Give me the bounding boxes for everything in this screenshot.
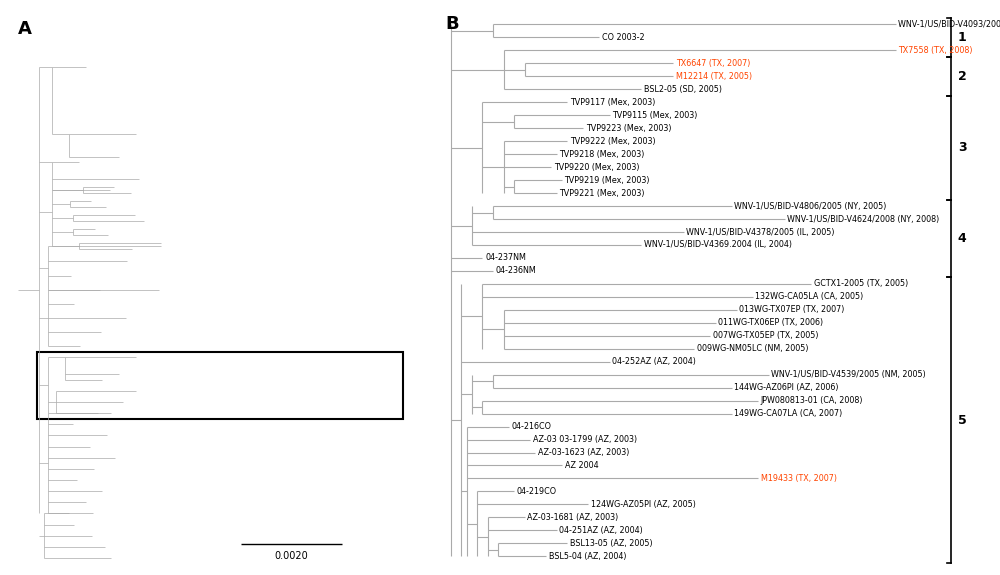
Text: M19433 (TX, 2007): M19433 (TX, 2007): [761, 474, 837, 483]
Text: 007WG-TX05EP (TX, 2005): 007WG-TX05EP (TX, 2005): [713, 331, 818, 340]
Bar: [37, 352, 403, 419]
Text: WNV-1/US/BID-V4806/2005 (NY, 2005): WNV-1/US/BID-V4806/2005 (NY, 2005): [734, 202, 887, 210]
Text: M12214 (TX, 2005): M12214 (TX, 2005): [676, 72, 752, 81]
Text: 0.0020: 0.0020: [275, 551, 308, 561]
Text: WNV-1/US/BID-V4369.2004 (IL, 2004): WNV-1/US/BID-V4369.2004 (IL, 2004): [644, 240, 792, 250]
Text: TVP9221 (Mex, 2003): TVP9221 (Mex, 2003): [559, 189, 645, 198]
Text: AZ-03-1681 (AZ, 2003): AZ-03-1681 (AZ, 2003): [527, 513, 619, 522]
Text: 04-251AZ (AZ, 2004): 04-251AZ (AZ, 2004): [559, 526, 643, 535]
Text: TX7558 (TX, 2008): TX7558 (TX, 2008): [898, 46, 973, 55]
Text: CO 2003-2: CO 2003-2: [602, 33, 644, 42]
Text: 04-252AZ (AZ, 2004): 04-252AZ (AZ, 2004): [612, 357, 696, 366]
Text: TVP9218 (Mex, 2003): TVP9218 (Mex, 2003): [559, 150, 645, 159]
Text: GCTX1-2005 (TX, 2005): GCTX1-2005 (TX, 2005): [814, 279, 908, 289]
Text: TVP9220 (Mex, 2003): TVP9220 (Mex, 2003): [554, 163, 639, 172]
Text: A: A: [18, 20, 32, 38]
Text: 04-236NM: 04-236NM: [496, 266, 536, 275]
Text: TVP9115 (Mex, 2003): TVP9115 (Mex, 2003): [612, 111, 698, 120]
Text: WNV-1/US/BID-V4378/2005 (IL, 2005): WNV-1/US/BID-V4378/2005 (IL, 2005): [686, 228, 835, 236]
Text: 3: 3: [958, 141, 966, 154]
Text: AZ 2004: AZ 2004: [565, 461, 598, 470]
Text: TX6647 (TX, 2007): TX6647 (TX, 2007): [676, 59, 750, 68]
Text: 5: 5: [958, 413, 967, 427]
Text: BSL13-05 (AZ, 2005): BSL13-05 (AZ, 2005): [570, 539, 652, 548]
Text: 009WG-NM05LC (NM, 2005): 009WG-NM05LC (NM, 2005): [697, 344, 809, 353]
Text: TVP9223 (Mex, 2003): TVP9223 (Mex, 2003): [586, 124, 671, 133]
Text: AZ-03-1623 (AZ, 2003): AZ-03-1623 (AZ, 2003): [538, 448, 629, 457]
Text: JPW080813-01 (CA, 2008): JPW080813-01 (CA, 2008): [761, 396, 863, 405]
Text: 144WG-AZ06PI (AZ, 2006): 144WG-AZ06PI (AZ, 2006): [734, 383, 839, 392]
Text: TVP9219 (Mex, 2003): TVP9219 (Mex, 2003): [565, 175, 650, 185]
Text: 124WG-AZ05PI (AZ, 2005): 124WG-AZ05PI (AZ, 2005): [591, 500, 696, 509]
Text: 1: 1: [958, 31, 967, 44]
Text: WNV-1/US/BID-V4539/2005 (NM, 2005): WNV-1/US/BID-V4539/2005 (NM, 2005): [771, 370, 926, 379]
Text: WNV-1/US/BID-V4624/2008 (NY, 2008): WNV-1/US/BID-V4624/2008 (NY, 2008): [787, 214, 939, 224]
Text: BSL2-05 (SD, 2005): BSL2-05 (SD, 2005): [644, 85, 722, 94]
Text: 149WG-CA07LA (CA, 2007): 149WG-CA07LA (CA, 2007): [734, 409, 842, 418]
Text: BSL5-04 (AZ, 2004): BSL5-04 (AZ, 2004): [549, 552, 626, 561]
Text: 013WG-TX07EP (TX, 2007): 013WG-TX07EP (TX, 2007): [739, 305, 845, 315]
Text: 132WG-CA05LA (CA, 2005): 132WG-CA05LA (CA, 2005): [755, 292, 864, 301]
Text: 2: 2: [958, 70, 967, 83]
Text: 04-216CO: 04-216CO: [512, 422, 552, 431]
Text: 011WG-TX06EP (TX, 2006): 011WG-TX06EP (TX, 2006): [718, 319, 823, 327]
Text: AZ-03 03-1799 (AZ, 2003): AZ-03 03-1799 (AZ, 2003): [533, 435, 637, 444]
Text: 4: 4: [958, 232, 967, 245]
Text: B: B: [445, 16, 459, 33]
Text: TVP9117 (Mex, 2003): TVP9117 (Mex, 2003): [570, 98, 655, 107]
Text: 04-219CO: 04-219CO: [517, 487, 557, 496]
Text: WNV-1/US/BID-V4093/2005 (NY, 2007): WNV-1/US/BID-V4093/2005 (NY, 2007): [898, 20, 1000, 29]
Text: TVP9222 (Mex, 2003): TVP9222 (Mex, 2003): [570, 137, 655, 145]
Text: 04-237NM: 04-237NM: [485, 254, 526, 262]
